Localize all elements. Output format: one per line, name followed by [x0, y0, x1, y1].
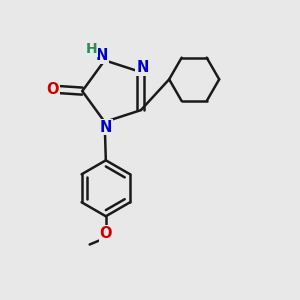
Text: O: O: [100, 226, 112, 241]
Text: N: N: [100, 120, 112, 135]
Text: N: N: [95, 48, 108, 63]
Text: H: H: [85, 42, 97, 56]
Text: N: N: [136, 60, 148, 75]
Text: O: O: [46, 82, 59, 97]
